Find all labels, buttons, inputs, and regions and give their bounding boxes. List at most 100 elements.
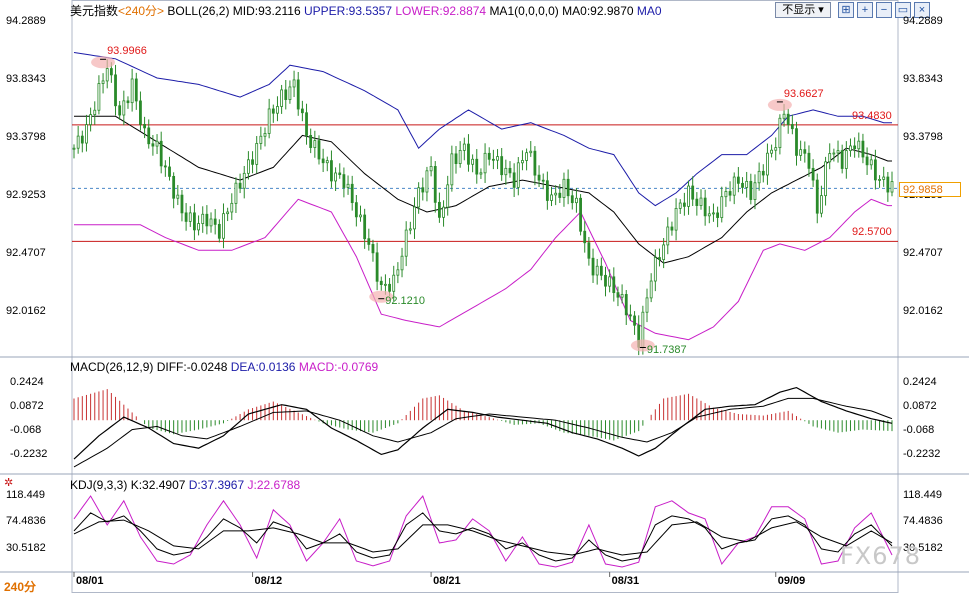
candle-body[interactable] — [583, 230, 587, 244]
candle-body[interactable] — [878, 178, 881, 181]
candle-body[interactable] — [309, 134, 313, 148]
candle-body[interactable] — [284, 89, 288, 100]
restore-icon[interactable]: ▭ — [895, 2, 911, 18]
candle-body[interactable] — [662, 244, 666, 261]
candle-body[interactable] — [849, 145, 852, 152]
candle-body[interactable] — [554, 192, 558, 196]
candle-body[interactable] — [820, 195, 823, 214]
candle-body[interactable] — [471, 158, 475, 165]
candle-body[interactable] — [525, 152, 528, 161]
candle-body[interactable] — [761, 170, 765, 176]
candle-body[interactable] — [350, 183, 354, 204]
candle-body[interactable] — [579, 197, 582, 232]
candle-body[interactable] — [882, 176, 886, 180]
candle-body[interactable] — [97, 83, 101, 111]
candle-body[interactable] — [479, 172, 483, 175]
candle-body[interactable] — [865, 156, 869, 166]
candle-body[interactable] — [745, 180, 749, 188]
candle-body[interactable] — [159, 140, 163, 167]
candle-body[interactable] — [533, 150, 537, 176]
candle-body[interactable] — [89, 114, 93, 126]
candle-body[interactable] — [371, 244, 375, 254]
candle-body[interactable] — [475, 158, 479, 175]
candle-body[interactable] — [824, 161, 827, 197]
candle-body[interactable] — [815, 179, 819, 214]
candle-body[interactable] — [666, 226, 670, 246]
candle-body[interactable] — [653, 257, 657, 282]
candle-body[interactable] — [857, 140, 861, 150]
candle-body[interactable] — [296, 79, 300, 110]
kdj-settings-icon[interactable]: ✲ — [4, 477, 14, 489]
candle-body[interactable] — [570, 195, 574, 204]
candle-body[interactable] — [396, 269, 400, 276]
boll-title[interactable]: BOLL(26,2) — [167, 4, 230, 18]
candle-body[interactable] — [85, 124, 88, 144]
minus-icon[interactable]: − — [876, 2, 892, 18]
candle-body[interactable] — [317, 140, 321, 160]
candle-body[interactable] — [118, 105, 122, 116]
candle-body[interactable] — [114, 74, 117, 107]
candle-body[interactable] — [620, 294, 624, 298]
candle-body[interactable] — [658, 257, 661, 261]
candle-body[interactable] — [521, 160, 524, 164]
candle-body[interactable] — [139, 100, 142, 125]
candle-body[interactable] — [770, 149, 773, 154]
candle-body[interactable] — [678, 202, 682, 209]
ma-title[interactable]: MA1(0,0,0,0) — [489, 4, 559, 18]
candle-body[interactable] — [624, 294, 628, 316]
candle-body[interactable] — [550, 194, 553, 201]
candle-body[interactable] — [844, 150, 848, 169]
candle-body[interactable] — [512, 172, 516, 188]
candle-body[interactable] — [342, 174, 346, 188]
candle-body[interactable] — [599, 265, 603, 276]
candle-body[interactable] — [508, 167, 512, 174]
candle-body[interactable] — [80, 135, 84, 144]
candle-body[interactable] — [193, 212, 196, 231]
candle-body[interactable] — [575, 197, 578, 204]
candle-body[interactable] — [155, 140, 159, 147]
candle-body[interactable] — [587, 242, 591, 259]
candle-body[interactable] — [321, 158, 325, 164]
candle-body[interactable] — [712, 212, 715, 215]
candle-body[interactable] — [305, 112, 308, 136]
candle-body[interactable] — [417, 187, 421, 208]
candle-body[interactable] — [558, 192, 562, 198]
candle-body[interactable] — [778, 117, 782, 149]
candle-body[interactable] — [566, 178, 570, 197]
candle-body[interactable] — [840, 150, 844, 169]
candle-body[interactable] — [616, 292, 620, 298]
candle-body[interactable] — [388, 283, 391, 292]
candle-body[interactable] — [384, 283, 387, 286]
candle-body[interactable] — [633, 315, 636, 326]
candle-body[interactable] — [491, 158, 495, 161]
candle-body[interactable] — [392, 274, 396, 292]
candle-body[interactable] — [873, 159, 877, 181]
candle-body[interactable] — [213, 218, 217, 225]
candle-body[interactable] — [720, 196, 724, 218]
candle-body[interactable] — [483, 152, 487, 174]
candle-body[interactable] — [724, 191, 728, 198]
candle-body[interactable] — [687, 185, 690, 207]
candle-body[interactable] — [172, 175, 176, 199]
candle-body[interactable] — [188, 212, 192, 222]
candle-body[interactable] — [180, 194, 184, 214]
candle-body[interactable] — [288, 86, 292, 100]
candle-body[interactable] — [703, 197, 707, 217]
kdj-title[interactable]: KDJ(9,3,3) — [70, 478, 128, 492]
candle-body[interactable] — [400, 255, 404, 271]
candle-body[interactable] — [803, 149, 807, 154]
macd-title[interactable]: MACD(26,12,9) — [70, 360, 154, 374]
candle-body[interactable] — [246, 159, 250, 174]
candle-body[interactable] — [134, 78, 138, 102]
candle-body[interactable] — [454, 153, 458, 164]
candle-body[interactable] — [529, 150, 533, 154]
close-icon[interactable]: × — [914, 2, 930, 18]
candle-body[interactable] — [716, 212, 720, 218]
candle-body[interactable] — [438, 201, 441, 218]
candle-body[interactable] — [325, 160, 329, 164]
candle-body[interactable] — [608, 276, 612, 287]
candle-body[interactable] — [500, 156, 504, 176]
period-label[interactable]: <240分> — [118, 4, 165, 18]
candle-body[interactable] — [359, 214, 362, 218]
candle-body[interactable] — [795, 128, 798, 156]
